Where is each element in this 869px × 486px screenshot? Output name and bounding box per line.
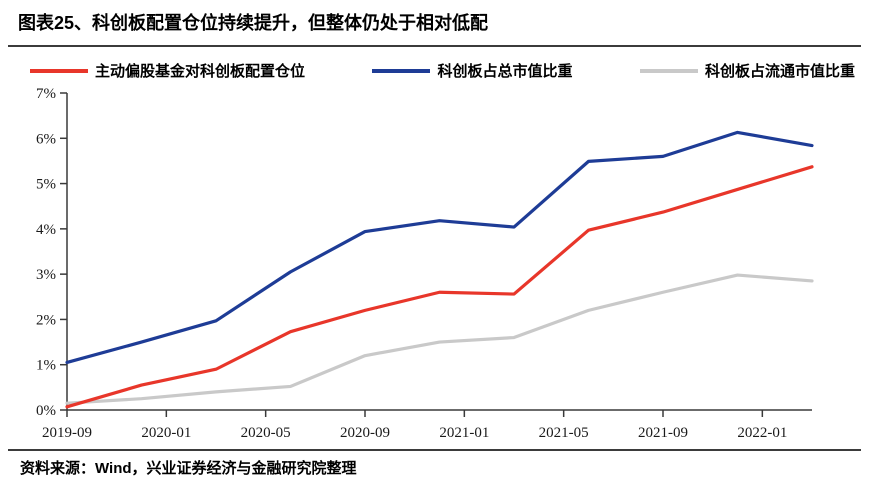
bottom-divider bbox=[8, 449, 861, 451]
legend: 主动偏股基金对科创板配置仓位 科创板占总市值比重 科创板占流通市值比重 bbox=[30, 60, 855, 81]
series-line bbox=[65, 165, 814, 409]
y-tick-label: 4% bbox=[36, 222, 56, 238]
figure-title: 图表25、科创板配置仓位持续提升，但整体仍处于相对低配 bbox=[18, 13, 489, 33]
y-tick-label: 7% bbox=[36, 86, 56, 102]
legend-item-total-mktcap-share: 科创板占总市值比重 bbox=[372, 60, 573, 81]
x-tick-label: 2021-09 bbox=[638, 425, 688, 441]
legend-item-float-mktcap-share: 科创板占流通市值比重 bbox=[639, 60, 855, 81]
y-tick-label: 0% bbox=[36, 403, 56, 419]
gray-line-swatch-icon bbox=[639, 68, 698, 73]
y-tick-label: 6% bbox=[36, 131, 56, 147]
y-tick-label: 5% bbox=[36, 177, 56, 193]
source-note: 资料来源：Wind，兴业证券经济与金融研究院整理 bbox=[20, 457, 357, 478]
line-chart: 7% 6% 5% 4% 3% 2% 1% 0% 2019-09 2020-01 2020-05 202… bbox=[36, 86, 814, 441]
x-tick-label: 2021-05 bbox=[539, 425, 589, 441]
series-line bbox=[65, 130, 814, 365]
x-tick-label: 2022-01 bbox=[737, 425, 787, 441]
top-divider bbox=[8, 45, 861, 47]
x-tick-label: 2021-01 bbox=[439, 425, 489, 441]
legend-label-fund-allocation: 主动偏股基金对科创板配置仓位 bbox=[95, 63, 306, 80]
x-tick-label: 2020-09 bbox=[340, 425, 390, 441]
x-tick-label: 2020-01 bbox=[141, 425, 191, 441]
series-line bbox=[65, 273, 814, 405]
y-tick-label: 1% bbox=[36, 358, 56, 374]
red-line-swatch-icon bbox=[30, 68, 88, 73]
y-tick-label: 2% bbox=[36, 312, 56, 328]
source-text: Wind，兴业证券经济与金融研究院整理 bbox=[95, 460, 357, 477]
legend-label-float-mktcap-share: 科创板占流通市值比重 bbox=[704, 63, 855, 80]
legend-item-fund-allocation: 主动偏股基金对科创板配置仓位 bbox=[30, 60, 305, 81]
source-label: 资料来源： bbox=[20, 460, 96, 477]
legend-label-total-mktcap-share: 科创板占总市值比重 bbox=[437, 63, 573, 80]
y-tick-label: 3% bbox=[36, 267, 56, 283]
x-tick-label: 2019-09 bbox=[42, 425, 92, 441]
x-tick-label: 2020-05 bbox=[241, 425, 291, 441]
blue-line-swatch-icon bbox=[372, 68, 431, 73]
